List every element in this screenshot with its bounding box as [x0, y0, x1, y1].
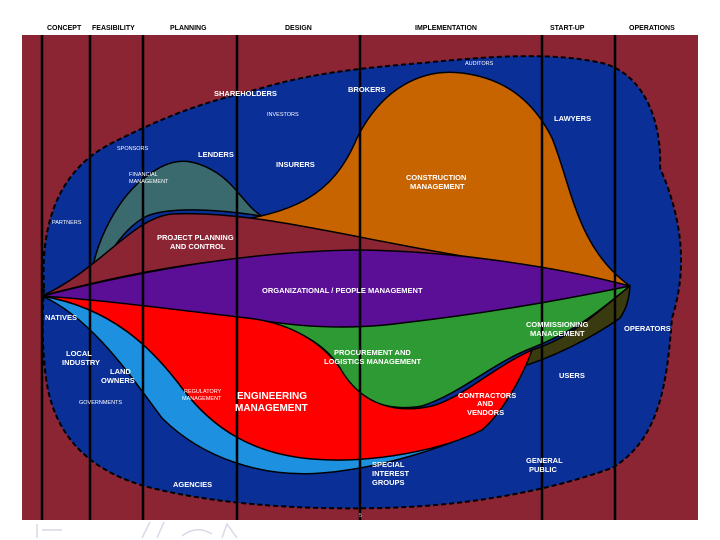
phase-design: DESIGN	[285, 25, 312, 32]
label-governments: GOVERNMENTS	[79, 400, 122, 406]
label-regulatory-line1: REGULATORY	[184, 389, 222, 395]
phase-concept: CONCEPT	[47, 25, 82, 32]
label-lenders: LENDERS	[198, 150, 234, 159]
label-financial-line2: MANAGEMENT	[129, 179, 169, 185]
label-construction-line1: CONSTRUCTION	[406, 173, 466, 182]
label-procurement-line1: PROCUREMENT AND	[334, 348, 411, 357]
label-land-line1: LAND	[110, 367, 131, 376]
phase-implementation: IMPLEMENTATION	[415, 25, 477, 32]
phase-feasibility: FEASIBILITY	[92, 25, 135, 32]
label-special-line1: SPECIAL	[372, 460, 405, 469]
label-contractors-line3: VENDORS	[467, 408, 504, 417]
label-commissioning-line2: MANAGEMENT	[530, 329, 585, 338]
label-users: USERS	[559, 371, 585, 380]
label-engineering-line1: ENGINEERING	[237, 391, 307, 402]
watermark-stroke	[36, 521, 238, 539]
label-contractors-line2: AND	[477, 399, 494, 408]
label-general-line1: GENERAL	[526, 456, 563, 465]
label-sponsors: SPONSORS	[117, 146, 149, 152]
engineering-management-region	[41, 295, 534, 461]
label-project-line1: PROJECT PLANNING	[157, 233, 234, 242]
label-local-line2: INDUSTRY	[62, 358, 100, 367]
label-lawyers: LAWYERS	[554, 114, 591, 123]
label-financial-line1: FINANCIAL	[129, 172, 158, 178]
label-land-line2: OWNERS	[101, 376, 135, 385]
phase-header-bar	[22, 18, 698, 35]
label-insurers: INSURERS	[276, 160, 315, 169]
label-special-line3: GROUPS	[372, 478, 405, 487]
label-procurement-line2: LOGISTICS MANAGEMENT	[324, 357, 422, 366]
label-local-line1: LOCAL	[66, 349, 92, 358]
label-partners: PARTNERS	[52, 220, 82, 226]
label-organizational: ORGANIZATIONAL / PEOPLE MANAGEMENT	[262, 286, 423, 295]
label-natives: NATIVES	[45, 313, 77, 322]
label-investors: INVESTORS	[267, 112, 299, 118]
label-project-line2: AND CONTROL	[170, 242, 226, 251]
bottom-watermark	[36, 521, 238, 539]
page-number: 5	[359, 513, 362, 519]
label-auditors: AUDITORS	[465, 61, 494, 67]
label-operators: OPERATORS	[624, 324, 671, 333]
label-engineering-line2: MANAGEMENT	[235, 403, 308, 414]
label-brokers: BROKERS	[348, 85, 386, 94]
label-shareholders: SHAREHOLDERS	[214, 89, 277, 98]
label-general-line2: PUBLIC	[529, 465, 558, 474]
label-contractors-line1: CONTRACTORS	[458, 391, 516, 400]
label-agencies: AGENCIES	[173, 480, 212, 489]
label-construction-line2: MANAGEMENT	[410, 182, 465, 191]
label-special-line2: INTEREST	[372, 469, 410, 478]
label-commissioning-line1: COMMISSIONING	[526, 320, 589, 329]
phase-operations: OPERATIONS	[629, 25, 675, 32]
phase-startup: START-UP	[550, 25, 585, 32]
label-regulatory-line2: MANAGEMENT	[182, 396, 222, 402]
project-stakeholder-diagram: CONCEPT FEASIBILITY PLANNING DESIGN IMPL…	[22, 18, 698, 520]
phase-planning: PLANNING	[170, 25, 207, 32]
